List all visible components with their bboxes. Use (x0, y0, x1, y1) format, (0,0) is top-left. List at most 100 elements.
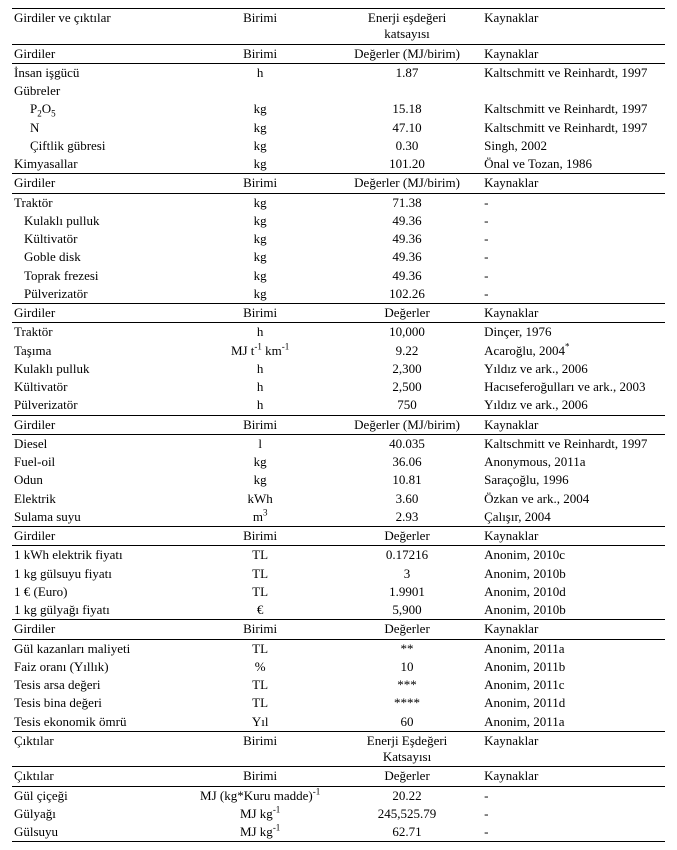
table-cell: Kaltschmitt ve Reinhardt, 1997 (482, 119, 665, 137)
table-row: İnsan işgücüh1.87Kaltschmitt ve Reinhard… (12, 63, 665, 82)
table-row: Traktörh10,000Dinçer, 1976 (12, 323, 665, 342)
table-row: Tesis ekonomik ömrüYıl60Anonim, 2011a (12, 713, 665, 732)
table-cell: Anonim, 2010c (482, 546, 665, 565)
table-cell: Traktör (12, 193, 188, 212)
table-cell: Tesis ekonomik ömrü (12, 713, 188, 732)
table-cell: Pülverizatör (12, 285, 188, 304)
table-cell: Kaltschmitt ve Reinhardt, 1997 (482, 63, 665, 82)
table-cell: Saraçoğlu, 1996 (482, 471, 665, 489)
table-cell: kg (188, 285, 332, 304)
table-cell: MJ t-1 km-1 (188, 342, 332, 360)
table-cell: Kaynaklar (482, 304, 665, 323)
table-cell: Değerler (MJ/birim) (332, 174, 482, 193)
table-cell: 3 (332, 565, 482, 583)
table-cell: € (188, 601, 332, 620)
energy-table: Girdiler ve çıktılarBirimiEnerji eşdeğer… (12, 8, 665, 842)
table-cell: - (482, 212, 665, 230)
table-cell: Anonymous, 2011a (482, 453, 665, 471)
table-cell: Yıldız ve ark., 2006 (482, 360, 665, 378)
section-header: GirdilerBirimiDeğerlerKaynaklar (12, 620, 665, 639)
table-cell: kg (188, 248, 332, 266)
table-cell: Traktör (12, 323, 188, 342)
table-cell: Kültivatör (12, 230, 188, 248)
table-row: Pülverizatörh750Yıldız ve ark., 2006 (12, 396, 665, 415)
table-cell: Kaynaklar (482, 767, 665, 786)
section-header: GirdilerBirimiDeğerler (MJ/birim)Kaynakl… (12, 44, 665, 63)
table-cell: Çalışır, 2004 (482, 508, 665, 527)
table-cell: 5,900 (332, 601, 482, 620)
table-cell: Pülverizatör (12, 396, 188, 415)
section-header: ÇıktılarBirimiEnerji EşdeğeriKatsayısıKa… (12, 731, 665, 767)
table-cell: 15.18 (332, 100, 482, 118)
table-cell: Yıldız ve ark., 2006 (482, 396, 665, 415)
table-cell: Girdiler (12, 304, 188, 323)
table-cell: P2O5 (12, 100, 188, 118)
table-cell: 49.36 (332, 267, 482, 285)
table-cell: Birimi (188, 527, 332, 546)
table-cell: TL (188, 694, 332, 712)
table-row: Odunkg10.81Saraçoğlu, 1996 (12, 471, 665, 489)
table-row: ElektrikkWh3.60Özkan ve ark., 2004 (12, 490, 665, 508)
table-cell: Hacıseferoğulları ve ark., 2003 (482, 378, 665, 396)
table-row: Kültivatörh2,500Hacıseferoğulları ve ark… (12, 378, 665, 396)
section-header: GirdilerBirimiDeğerlerKaynaklar (12, 527, 665, 546)
table-cell: Dinçer, 1976 (482, 323, 665, 342)
table-cell: kg (188, 119, 332, 137)
table-cell: Kaltschmitt ve Reinhardt, 1997 (482, 100, 665, 118)
table-cell: 2,300 (332, 360, 482, 378)
table-cell: kg (188, 267, 332, 285)
table-row: Kulaklı pullukkg49.36- (12, 212, 665, 230)
table-cell: 20.22 (332, 786, 482, 805)
table-cell: İnsan işgücü (12, 63, 188, 82)
table-cell: 2,500 (332, 378, 482, 396)
table-cell: 101.20 (332, 155, 482, 174)
table-cell: Goble disk (12, 248, 188, 266)
section-header: ÇıktılarBirimiDeğerlerKaynaklar (12, 767, 665, 786)
table-cell: TL (188, 676, 332, 694)
table-row: Faiz oranı (Yıllık)%10Anonim, 2011b (12, 658, 665, 676)
table-cell: Anonim, 2011a (482, 713, 665, 732)
table-cell: kg (188, 212, 332, 230)
table-row: Kulaklı pullukh2,300Yıldız ve ark., 2006 (12, 360, 665, 378)
table-row: 1 € (Euro)TL1.9901Anonim, 2010d (12, 583, 665, 601)
table-row: Traktörkg71.38- (12, 193, 665, 212)
table-row: Gül çiçeğiMJ (kg*Kuru madde)-120.22- (12, 786, 665, 805)
table-cell: Girdiler (12, 527, 188, 546)
table-cell: Kaynaklar (482, 44, 665, 63)
table-cell: 2.93 (332, 508, 482, 527)
table-cell: Kulaklı pulluk (12, 212, 188, 230)
table-row: Goble diskkg49.36- (12, 248, 665, 266)
table-row: TaşımaMJ t-1 km-19.22Acaroğlu, 2004* (12, 342, 665, 360)
table-cell: TL (188, 565, 332, 583)
table-cell: Kaynaklar (482, 527, 665, 546)
table-cell: Kaynaklar (482, 9, 665, 45)
table-cell: Anonim, 2011d (482, 694, 665, 712)
table-cell: - (482, 786, 665, 805)
table-row: P2O5kg15.18Kaltschmitt ve Reinhardt, 199… (12, 100, 665, 118)
table-cell: - (482, 805, 665, 823)
table-cell: 60 (332, 713, 482, 732)
table-cell: h (188, 63, 332, 82)
table-cell: h (188, 323, 332, 342)
table-cell: Kaynaklar (482, 731, 665, 767)
table-row: GülsuyuMJ kg-162.71- (12, 823, 665, 842)
table-cell: kg (188, 137, 332, 155)
table-cell: Birimi (188, 174, 332, 193)
table-cell: 3.60 (332, 490, 482, 508)
table-row: Fuel-oilkg36.06Anonymous, 2011a (12, 453, 665, 471)
table-cell: Birimi (188, 731, 332, 767)
table-cell: 49.36 (332, 230, 482, 248)
table-cell: 10 (332, 658, 482, 676)
table-cell: Yıl (188, 713, 332, 732)
table-cell: - (482, 267, 665, 285)
table-cell: 0.30 (332, 137, 482, 155)
table-cell: Anonim, 2011a (482, 639, 665, 658)
table-row: 1 kWh elektrik fiyatıTL0.17216Anonim, 20… (12, 546, 665, 565)
table-cell: **** (332, 694, 482, 712)
table-cell: 40.035 (332, 434, 482, 453)
table-cell: m3 (188, 508, 332, 527)
table-cell: Singh, 2002 (482, 137, 665, 155)
table-cell: Anonim, 2010d (482, 583, 665, 601)
table-cell: 49.36 (332, 212, 482, 230)
table-row: GülyağıMJ kg-1245,525.79- (12, 805, 665, 823)
